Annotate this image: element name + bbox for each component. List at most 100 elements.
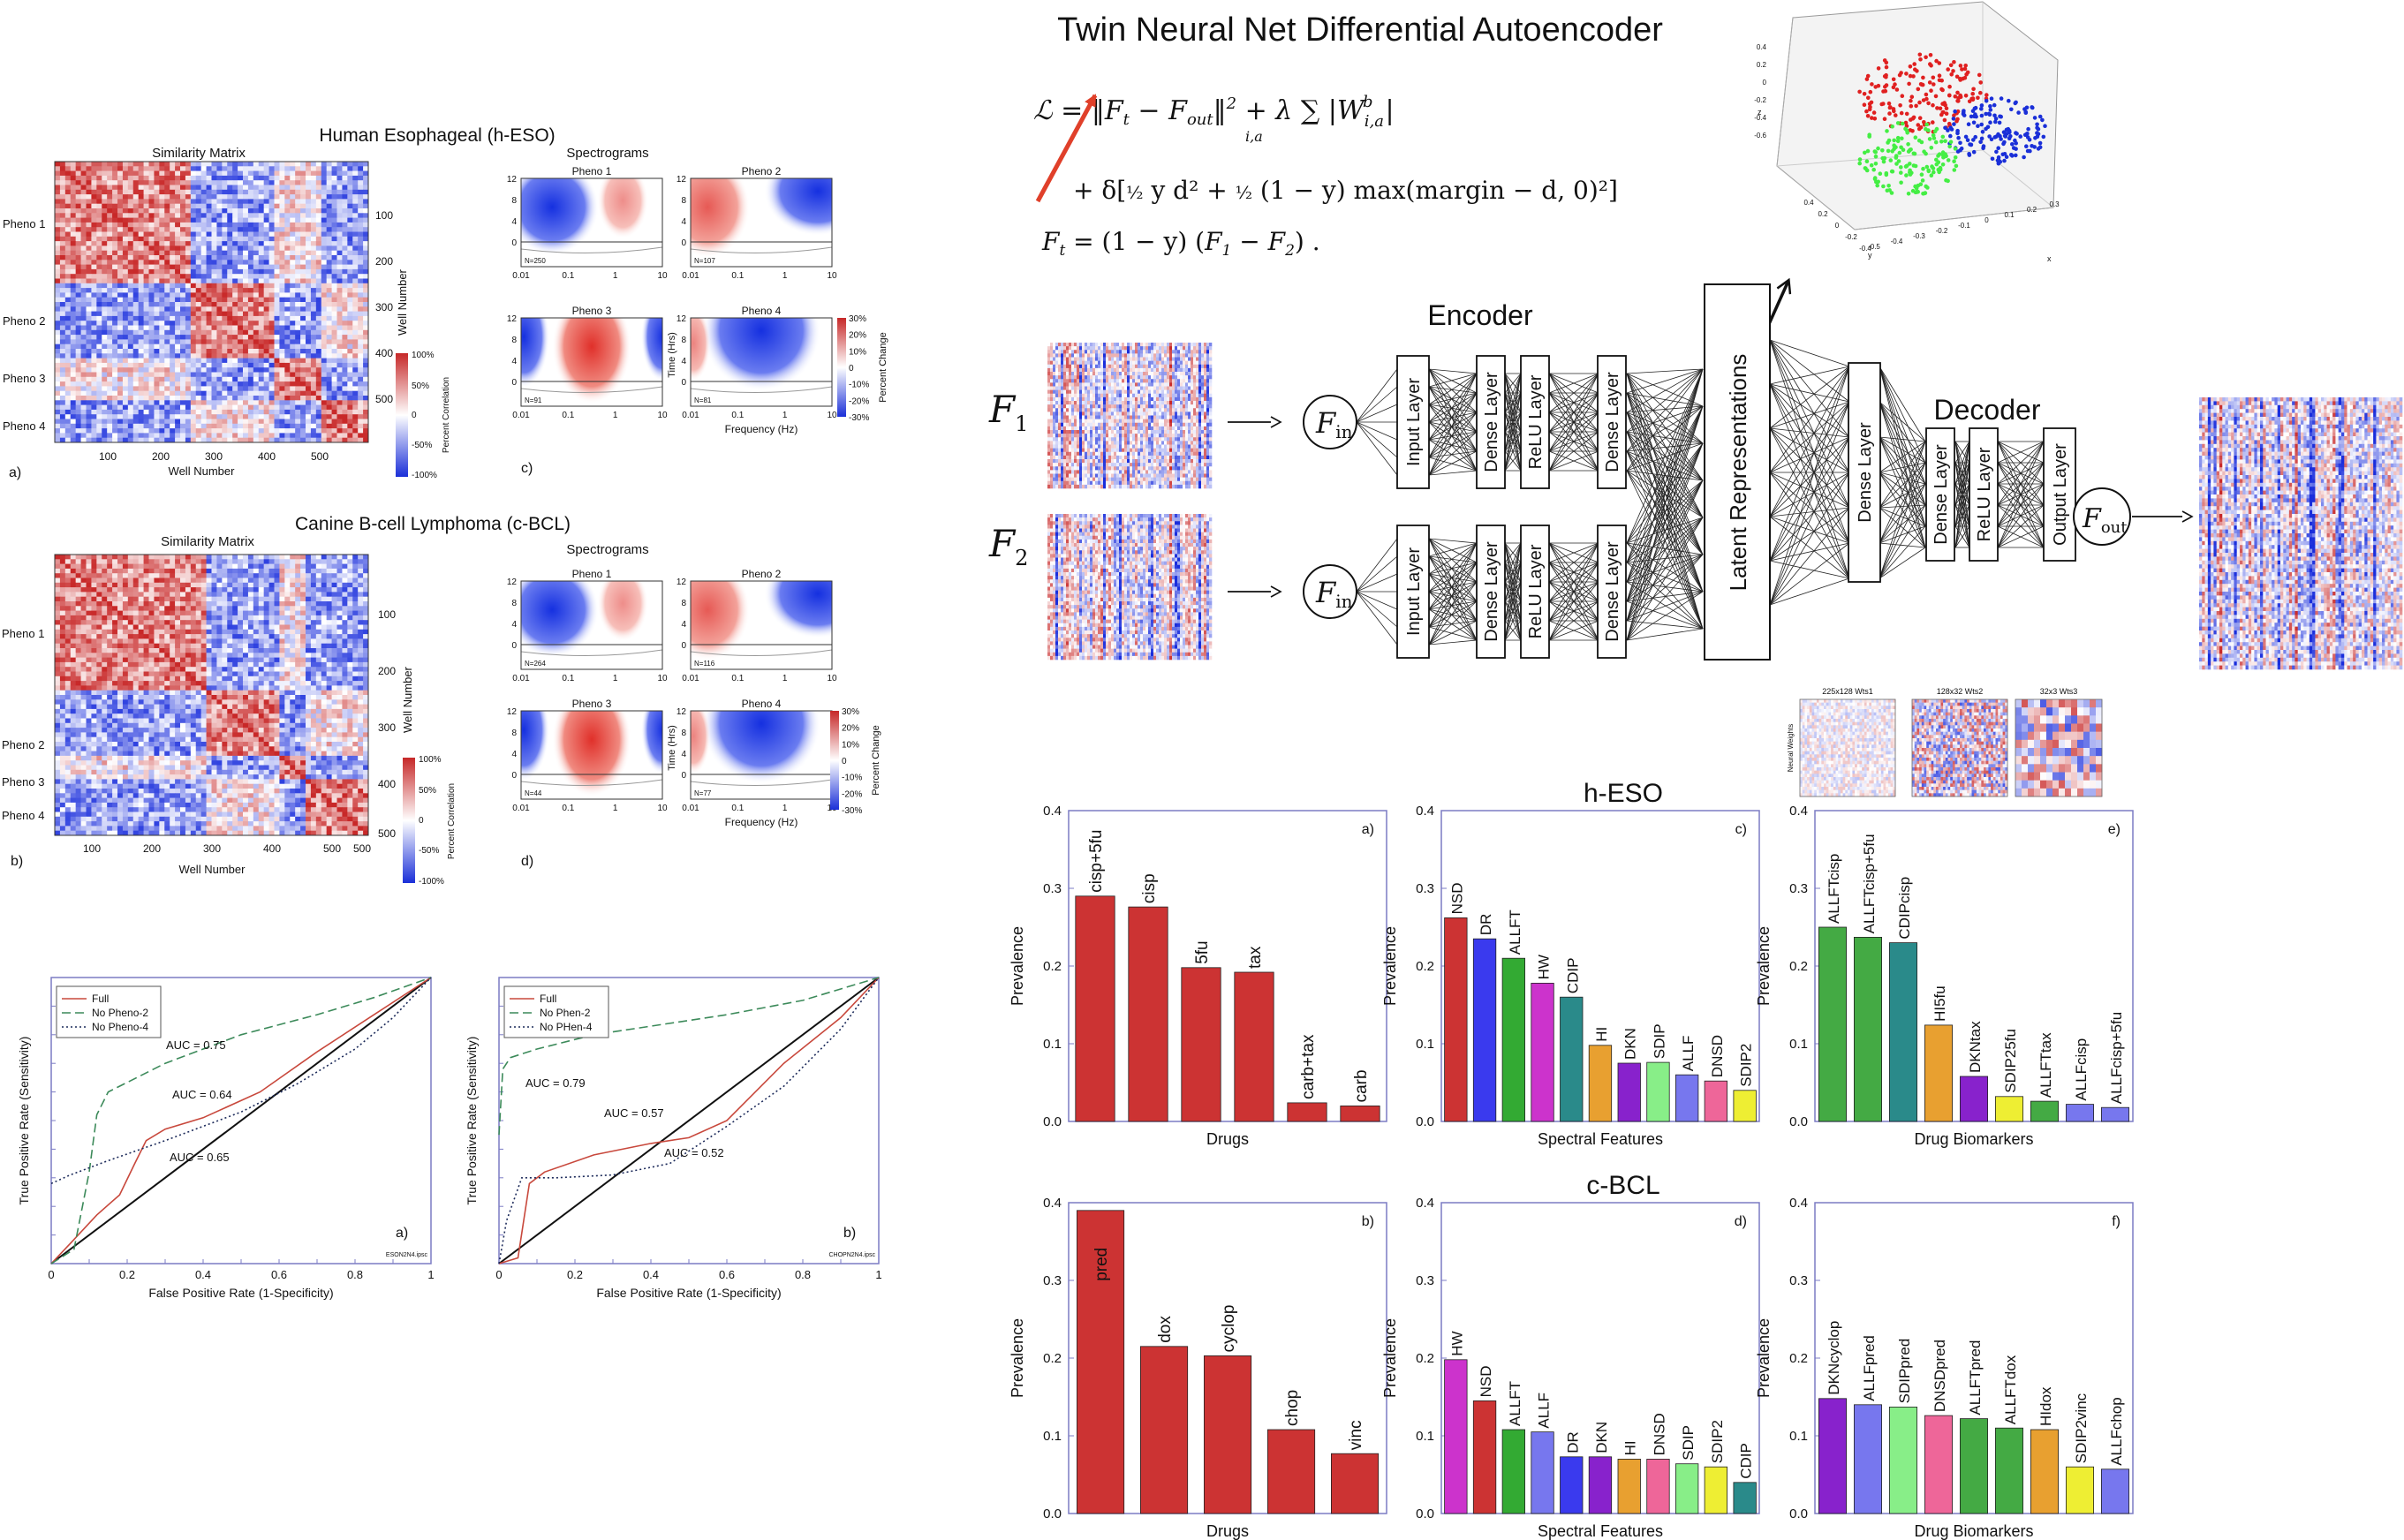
prevalence-bar-charts: 0.0 0.1 0.2 0.3 0.4 cisp+5fu cisp 5fu tax carb+ta… <box>1009 804 2134 1540</box>
bar-category-label: carb+tax <box>1299 1034 1318 1099</box>
spectrogram-xtick: 1 <box>613 411 618 420</box>
bar-panel-label: b) <box>1362 1214 1374 1229</box>
heso-ytick: 100 <box>375 209 393 222</box>
bar-category-label: ALLFcisp+5fu <box>2108 1012 2125 1104</box>
spectrogram-cbar-tick: -30% <box>842 806 862 816</box>
bar-category-label: SDIP <box>1680 1425 1697 1461</box>
scatter-ytick: 0.4 <box>1803 199 1814 207</box>
roc-auc-label: AUC = 0.64 <box>172 1088 232 1101</box>
roc-diagonal <box>498 977 880 1264</box>
bar-category-label: ALLFTcisp+5fu <box>1861 834 1878 933</box>
scatter-zlabel: z <box>1758 108 1762 117</box>
scatter-xlabel: x <box>2047 254 2052 263</box>
roc-legend: Full No Phen-2 No PHen-4 <box>503 985 609 1038</box>
spectrogram-xtick: 10 <box>827 271 837 281</box>
bar <box>1888 1407 1917 1514</box>
bar-chart-c: 0.0 0.1 0.2 0.3 0.4 NSD DR ALLFT HW CDIP HI DKN SDIP… <box>1381 804 1760 1148</box>
bar-category-label: DKNtax <box>1967 1021 1984 1073</box>
spectrogram-xtick: 10 <box>657 804 668 813</box>
bar <box>1531 983 1554 1122</box>
roc-auc-label: AUC = 0.65 <box>170 1151 230 1164</box>
spectrogram-ytick: 8 <box>511 599 517 608</box>
bar-ytick: 0.4 <box>1416 804 1434 819</box>
cbcl-xtick: 200 <box>143 842 161 855</box>
bar <box>1204 1355 1252 1514</box>
bar-panel-label: f) <box>2112 1214 2121 1229</box>
spectrogram-cbar-tick: -10% <box>849 381 869 390</box>
bar-category-label: ALLFTtax <box>2037 1032 2054 1098</box>
spectrogram-ytick: 4 <box>511 357 517 366</box>
bar-panel-label: e) <box>2108 822 2121 837</box>
bar-category-label: HI5fu <box>1932 985 1948 1022</box>
spectrogram-ylabel: Time (Hrs) <box>667 332 677 378</box>
spectrogram-ytick: 0 <box>681 641 686 651</box>
spectrogram-cbar-tick: 30% <box>849 314 866 324</box>
spectrogram-xtick: 0.1 <box>562 271 574 281</box>
bar-ylabel: Prevalence <box>1381 1318 1399 1398</box>
heso-xtick: 300 <box>205 450 223 463</box>
spectrogram-title: Pheno 3 <box>572 698 612 710</box>
cbcl-xtick: 500 <box>323 842 341 855</box>
bar <box>1959 1418 1988 1514</box>
roc-xtick: 0.8 <box>795 1268 811 1281</box>
heso-ytick: 200 <box>375 255 393 268</box>
network-layer-box <box>1597 525 1627 659</box>
bar-ytick: 0.2 <box>1416 959 1434 974</box>
bar-ytick: 0.0 <box>1416 1114 1434 1129</box>
bar <box>1588 1456 1613 1514</box>
bar-category-label: SDIP <box>1652 1023 1668 1059</box>
spectrogram-xtick: 10 <box>827 674 837 683</box>
bar <box>1704 1080 1727 1122</box>
spectrogram-ytick: 4 <box>681 620 686 630</box>
heso-cbar-label: Percent Correlation <box>442 377 451 453</box>
spectrogram-title: Pheno 2 <box>742 568 782 580</box>
bar-category-label: CDIP <box>1564 958 1581 994</box>
network-layer-box <box>1520 525 1550 659</box>
roc-legend-entry: Full <box>540 993 556 1005</box>
bar <box>2065 1466 2094 1514</box>
cbcl-xlabel: Well Number <box>179 863 246 876</box>
scatter-ztick: -0.6 <box>1754 132 1766 140</box>
fin-label-1: Fin <box>1315 406 1353 442</box>
bar <box>1617 1459 1641 1514</box>
bar-category-label: dox <box>1156 1316 1175 1343</box>
bar <box>2065 1104 2094 1122</box>
spectrogram-ytick: 4 <box>511 750 517 759</box>
spectrogram-ytick: 8 <box>681 728 686 738</box>
bar <box>1646 1061 1670 1122</box>
roc-curve <box>50 977 432 1264</box>
bar-ytick: 0.0 <box>1416 1506 1434 1521</box>
bar <box>1340 1106 1380 1122</box>
spectrogram-xlabel: Frequency (Hz) <box>725 423 798 435</box>
bar-xlabel: Spectral Features <box>1538 1130 1663 1148</box>
bar-chart-f: 0.0 0.1 0.2 0.3 0.4 DKNcyclop ALLFpred SDIPpred… <box>1755 1196 2134 1540</box>
bar-ylabel: Prevalence <box>1009 926 1026 1006</box>
bar <box>1617 1062 1641 1122</box>
bar <box>1675 1463 1699 1514</box>
spectrogram-colorbar <box>837 318 846 417</box>
bar-category-label: cyclop <box>1220 1305 1238 1353</box>
roc-file-label: ESON2N4.ipsc <box>386 1252 428 1258</box>
roc-xtick: 1 <box>427 1268 434 1281</box>
heso-spec-title: Spectrograms <box>566 146 648 161</box>
bar <box>1888 942 1917 1122</box>
bar <box>1531 1431 1554 1514</box>
spectrogram-xtick: 1 <box>782 804 788 813</box>
weights-label: 128x32 Wts2 <box>1937 687 1984 696</box>
spectrogram-ytick: 12 <box>507 314 518 324</box>
cbcl-cbar-tick: 100% <box>419 755 442 765</box>
cbcl-ytick: 300 <box>378 721 396 734</box>
network-layer-label: Input Layer <box>1404 547 1424 636</box>
bar <box>1675 1074 1699 1122</box>
spectrogram-ytick: 4 <box>681 750 686 759</box>
bar-category-label: SDIP2 <box>1738 1044 1755 1087</box>
bar-category-label: 5fu <box>1193 940 1212 963</box>
bar-category-label: ALLFchop <box>2108 1397 2125 1466</box>
scatter-xtick: 0.2 <box>2027 206 2037 214</box>
spectrogram-cbar-tick: 30% <box>842 707 859 717</box>
cbcl-pheno3-label: Pheno 3 <box>2 775 44 789</box>
network-layer-label: ReLU Layer <box>1975 447 1994 541</box>
roc-legend-entry: No Phen-2 <box>540 1007 591 1019</box>
roc-xtick: 0.2 <box>567 1268 583 1281</box>
cbcl-panel-b: b) <box>11 854 23 869</box>
